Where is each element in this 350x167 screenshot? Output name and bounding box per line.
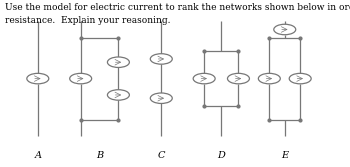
Text: E: E [281,151,288,160]
Text: B: B [96,151,103,160]
Circle shape [107,90,130,100]
Text: resistance.  Explain your reasoning.: resistance. Explain your reasoning. [5,16,171,25]
Circle shape [274,24,296,35]
Circle shape [228,73,250,84]
Circle shape [258,73,280,84]
Text: A: A [34,151,41,160]
Text: C: C [158,151,165,160]
Circle shape [150,93,172,104]
Circle shape [289,73,311,84]
Circle shape [193,73,215,84]
Circle shape [70,73,92,84]
Text: Use the model for electric current to rank the networks shown below in order acc: Use the model for electric current to ra… [5,3,350,12]
Circle shape [107,57,130,67]
Circle shape [27,73,49,84]
Circle shape [150,54,172,64]
Text: D: D [217,151,225,160]
